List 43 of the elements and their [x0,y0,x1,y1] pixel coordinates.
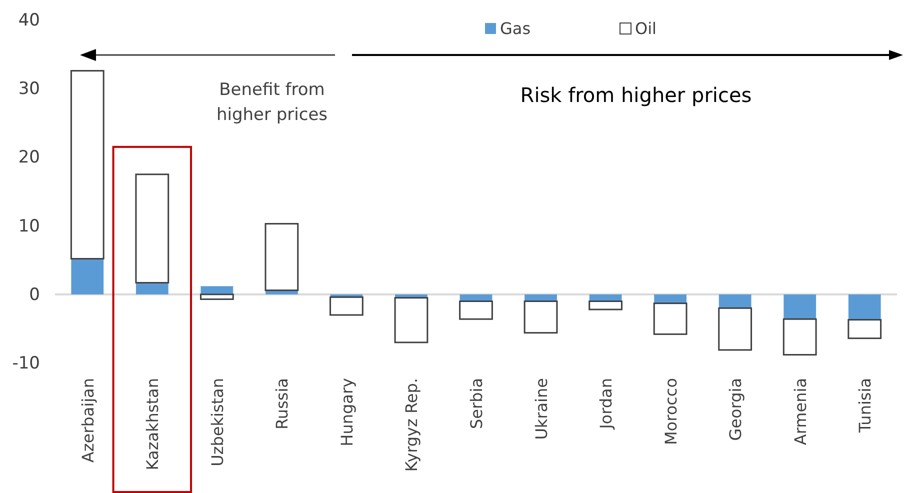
bar [70,70,104,260]
bar [264,222,299,292]
x-tick-label: Serbia [467,378,486,429]
x-tick-label: Uzbekistan [208,378,227,466]
bar [394,297,428,344]
y-tick-label: -10 [12,353,40,374]
bar [200,286,234,294]
annotation: Risk from higher prices [520,83,752,107]
x-tick-label: Jordan [596,378,616,430]
bar [136,282,168,294]
bar [524,300,558,334]
bar [330,296,364,316]
x-tick-label: Ukraine [532,378,551,440]
x-tick-label: Georgia [726,378,746,441]
bar [200,294,234,300]
x-tick-label: Russia [272,378,292,430]
x-tick-label: Hungary [337,378,356,446]
bar [784,294,816,320]
legend-label: Gas [500,19,531,38]
y-tick-label: 30 [18,79,40,100]
x-tick-label: Kyrgyz Rep. [402,378,422,472]
bar [459,300,493,320]
bar [848,319,882,340]
x-tick-label: Tunisia [856,378,875,434]
y-tick-label: 20 [18,148,40,168]
bar [653,302,688,335]
bar [848,294,881,320]
bar [654,294,686,304]
bar [71,258,104,294]
x-tick-label: Kazakhstan [143,378,162,470]
x-tick-label: Azerbaijan [78,378,98,463]
bar [588,300,622,310]
bar [718,294,752,308]
y-tick-label: 40 [18,10,40,30]
y-tick-label: 10 [18,216,40,236]
bar [718,307,752,351]
x-tick-label: Morocco [661,378,680,445]
x-tick-label: Armenia [790,378,810,446]
y-tick-label: 0 [29,284,40,305]
legend-label: Oil [635,19,656,38]
bar [135,174,170,284]
bar [782,318,817,356]
annotation: Benefit from higher prices [216,80,328,125]
